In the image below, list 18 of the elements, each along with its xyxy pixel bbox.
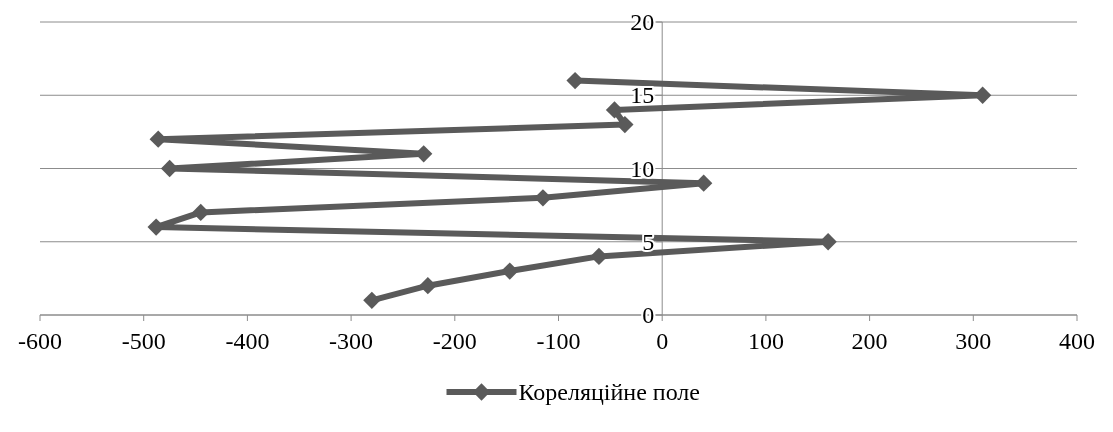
x-tick-label: -400 [225,328,270,354]
x-tick-label: 200 [851,328,888,354]
y-tick-label: 0 [642,302,655,328]
y-tick-label: 15 [630,82,655,109]
x-tick-label: -300 [329,328,374,354]
point [419,277,437,295]
x-tick-label: -100 [536,328,581,354]
y-tick-label: 10 [630,155,655,182]
x-tick-label: -500 [121,328,166,354]
x-tick-label: -200 [432,328,477,354]
x-tick-label: 100 [747,328,784,354]
x-tick-label: 400 [1059,328,1095,354]
legend-label: Кореляційне поле [518,379,700,405]
x-tick-label: -600 [18,328,62,354]
y-tick-label: 20 [630,9,655,35]
point [363,291,381,310]
x-tick-label: 300 [955,328,992,354]
point [501,262,519,280]
